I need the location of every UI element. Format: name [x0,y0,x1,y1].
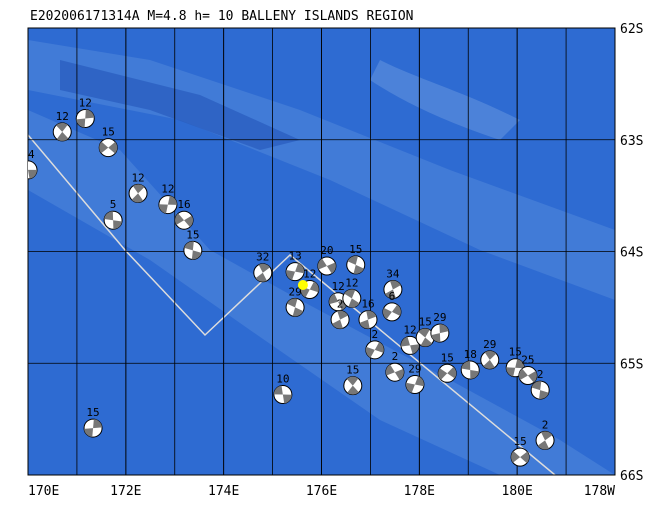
depth-label: 2 [392,350,399,363]
y-tick-label: 64S [620,246,643,261]
beachball-quadrant [461,360,480,379]
beachball-quadrant [332,310,349,329]
main-event [297,280,308,291]
beachball-quadrant [438,366,457,380]
depth-label: 25 [521,354,534,367]
beachball-quadrant [28,169,37,179]
beachball-quadrant [286,298,304,317]
depth-label: 6 [389,290,396,303]
depth-label: 16 [361,298,374,311]
depth-label: 14 [21,148,35,161]
beachball-quadrant [405,376,424,393]
depth-label: 15 [349,243,362,256]
depth-label: 18 [464,348,477,361]
x-tick-label: 178W [584,484,615,499]
beachball-quadrant [184,241,202,260]
beachball-quadrant [518,368,537,383]
beachball-quadrant [531,381,549,400]
depth-label: 12 [303,267,316,280]
depth-label: 2 [542,418,549,431]
y-tick-label: 62S [620,22,643,37]
depth-label: 2 [337,298,344,311]
beachball-quadrant [418,328,433,347]
beachball-quadrant [300,281,319,298]
depth-label: 15 [419,316,432,329]
beachball-quadrant [359,310,377,329]
depth-label: 15 [509,346,522,359]
beachball-quadrant [385,364,404,380]
x-tick-label: 170E [28,484,59,499]
beachball-quadrant [329,293,348,310]
depth-label: 12 [345,276,358,289]
beachball-quadrant [344,289,360,308]
plate-boundary [28,134,556,475]
depth-label: 29 [433,311,446,324]
title: E202006171314A M=4.8 h= 10 BALLENY ISLAN… [30,9,414,24]
depth-label: 29 [288,285,301,298]
beachball-quadrant [104,211,123,230]
y-tick-label: 65S [620,357,643,372]
depth-label: 12 [403,323,416,336]
depth-label: 2 [537,368,544,381]
y-tick-label: 66S [620,469,643,484]
beachball-quadrant [346,376,359,395]
beachball-quadrant [76,109,95,128]
depth-label: 12 [131,171,144,184]
depth-label: 15 [102,126,115,139]
depth-label: 29 [483,338,496,351]
beachball-quadrant [84,419,103,438]
beachball-quadrant [131,184,145,203]
beachball-quadrant [286,263,305,281]
depth-label: 12 [332,280,345,293]
beachball-quadrant [483,350,497,369]
x-tick-label: 178E [404,484,435,499]
x-tick-label: 174E [208,484,239,499]
beachball-quadrant [506,358,525,377]
y-tick-label: 63S [620,134,643,149]
x-tick-label: 172E [110,484,141,499]
x-tick-label: 176E [306,484,337,499]
beachball-quadrant [99,141,118,154]
depth-label: 34 [386,267,400,280]
beachball-quadrant [347,255,364,274]
beachball-quadrant [175,213,194,228]
depth-label: 15 [513,435,526,448]
beachball-quadrant [273,385,292,404]
beachball-quadrant [431,324,449,343]
beachball-quadrant [158,195,177,214]
depth-label: 12 [161,183,174,196]
x-tick-label: 180E [502,484,533,499]
depth-label: 12 [56,110,69,123]
depth-label: 15 [441,351,454,364]
depth-label: 10 [276,373,289,386]
depth-label: 15 [186,228,199,241]
depth-label: 5 [110,198,117,211]
beachball-quadrant [255,263,271,282]
beachball-quadrant [511,451,530,464]
frame [27,27,616,476]
depth-label: 16 [177,198,190,211]
depth-label: 29 [408,362,421,375]
depth-label: 20 [320,244,333,257]
beachball-quadrant [382,304,401,320]
depth-label: 13 [288,250,301,263]
depth-label: 32 [256,251,269,264]
depth-label: 12 [79,97,92,110]
beachball-quadrant [537,431,553,450]
depth-label: 2 [372,328,379,341]
beachball-quadrant [317,258,336,274]
beachball-quadrant [385,280,401,299]
depth-label: 15 [346,364,359,377]
beachball-quadrant [365,341,384,358]
beachball-quadrant [56,122,69,141]
depth-label: 15 [86,406,99,419]
beachball-quadrant [401,336,420,354]
